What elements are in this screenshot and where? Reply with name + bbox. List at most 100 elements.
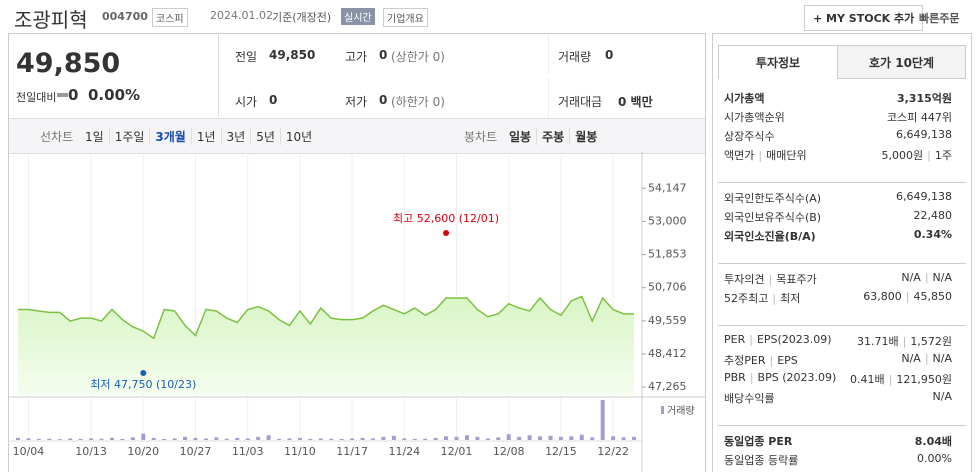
info-value: N/A | N/A — [901, 271, 952, 284]
change: 0 — [68, 86, 79, 104]
volume-bar — [141, 433, 146, 440]
info-label: 배당수익률 — [724, 390, 775, 406]
volume-bar — [78, 438, 83, 440]
volume-bar — [485, 438, 490, 440]
chart: 10/04 10/13 10/20 10/27 11/03 11/10 11/17 11/24… — [8, 152, 706, 472]
x-tick-label: 10/13 — [75, 445, 107, 458]
info-value: 0.00% — [917, 452, 952, 465]
volume-bar — [16, 437, 20, 440]
volume-bar — [350, 438, 355, 440]
candle-tab[interactable]: 일봉 — [509, 130, 532, 144]
volume-bar — [297, 437, 302, 440]
candle-tab[interactable]: 월봉 — [569, 128, 602, 145]
volume-bar — [120, 438, 125, 440]
volume-bar — [527, 435, 532, 440]
label-part: 투자의견 — [724, 273, 765, 286]
volume-bar — [172, 438, 177, 440]
y-tick-label: 53,000 — [648, 214, 687, 227]
annotation-point — [140, 370, 147, 377]
value-part: 63,800 — [863, 290, 902, 303]
value-part: 5,000원 — [881, 149, 924, 162]
realtime-badge[interactable]: 실시간 — [341, 8, 375, 25]
period-tab[interactable]: 3개월 — [149, 128, 190, 145]
label-part: 배당수익률 — [724, 392, 775, 405]
info-label: 추정PER | EPS — [724, 352, 798, 368]
info-row: 시가총액 3,315억원 — [724, 90, 952, 109]
quick-order[interactable]: 빠른주문 — [919, 12, 960, 25]
change-label: 전일대비 — [16, 91, 57, 104]
volume-bar — [402, 438, 407, 440]
cell-value: 49,850 — [269, 48, 316, 62]
separator: | — [758, 149, 763, 162]
annotation-point — [443, 229, 450, 236]
separator: | — [749, 371, 754, 384]
value-part: 22,480 — [913, 209, 953, 222]
volume-bar — [266, 435, 271, 440]
candle-tabs: 일봉 주봉 월봉 — [504, 128, 602, 145]
volume-bar — [277, 438, 282, 440]
value-part: 코스피 447위 — [887, 111, 952, 124]
period-tab[interactable]: 5년 — [250, 128, 280, 145]
y-tick-label: 54,147 — [648, 181, 687, 194]
volume-bar — [611, 436, 616, 440]
info-value: 0.34% — [914, 228, 952, 241]
info-row: 배당수익률 N/A — [724, 390, 952, 409]
volume-bar — [151, 437, 156, 440]
value-part: N/A — [932, 271, 952, 284]
period-tab[interactable]: 10년 — [279, 128, 317, 145]
period-tab[interactable]: 1일 — [85, 130, 104, 144]
x-tick-label: 10/20 — [127, 445, 159, 458]
info-label: 상장주식수 — [724, 128, 775, 144]
overview-button[interactable]: 기업개요 — [383, 8, 428, 27]
value-part: N/A — [932, 390, 952, 403]
label-part: 외국인소진율(B/A) — [724, 230, 816, 243]
value-part: 6,649,138 — [896, 190, 952, 203]
volume-bar — [329, 438, 334, 440]
side-tab[interactable]: 호가 10단계 — [838, 45, 966, 79]
volume-bar — [287, 438, 292, 440]
value-part: 1주 — [934, 149, 952, 162]
info-row: PER | EPS(2023.09) 31.71배 | 1,572원 — [724, 333, 952, 352]
period-tab[interactable]: 1주일 — [108, 128, 150, 145]
y-tick-label: 49,559 — [648, 314, 687, 327]
side-tab[interactable]: 투자정보 — [718, 45, 838, 79]
info-label: 투자의견 | 목표주가 — [724, 271, 817, 287]
separator: | — [927, 149, 931, 162]
info-label: 외국인보유주식수(B) — [724, 209, 821, 225]
label-part: EPS(2023.09) — [756, 333, 832, 346]
info-label: 동일업종 PER — [724, 433, 792, 449]
period-bar — [9, 118, 705, 154]
volume-bar — [548, 435, 553, 440]
label-part: 추정PER — [724, 354, 766, 367]
label-part: 상장주식수 — [724, 130, 775, 143]
separator: | — [888, 373, 893, 386]
x-tick-label: 11/03 — [232, 445, 264, 458]
volume-bar — [569, 436, 574, 440]
period-tab[interactable]: 3년 — [220, 128, 251, 145]
side-panel — [712, 33, 972, 472]
label-part: 외국인보유주식수(B) — [724, 211, 822, 224]
candle-tab[interactable]: 주봉 — [536, 128, 569, 145]
info-row: 액면가 | 매매단위 5,000원 | 1주 — [724, 147, 952, 166]
separator: | — [905, 290, 910, 303]
value-part: 6,649,138 — [896, 128, 952, 141]
flat-icon — [57, 93, 68, 97]
volume-bar — [183, 436, 188, 440]
label-part: PER — [724, 333, 746, 346]
separator: | — [772, 292, 777, 305]
info-row: PBR | BPS (2023.09) 0.41배 | 121,950원 — [724, 371, 952, 390]
label-part: 시가총액 — [724, 92, 765, 105]
volume-bar — [590, 437, 595, 440]
value-part: 0.34% — [913, 228, 952, 241]
info-value: 31.71배 | 1,572원 — [857, 333, 952, 349]
info-value: 0.41배 | 121,950원 — [850, 371, 952, 387]
my-stock-button[interactable]: + MY STOCK 추가 — [804, 5, 924, 31]
info-row: 투자의견 | 목표주가 N/A | N/A — [724, 271, 952, 290]
x-tick-label: 10/27 — [180, 445, 212, 458]
volume-bar — [412, 438, 417, 440]
info-value: 6,649,138 — [896, 190, 952, 203]
cell-value: 0 백만 — [618, 95, 653, 109]
info-row: 동일업종 등락률 0.00% — [724, 452, 952, 471]
period-tab[interactable]: 1년 — [190, 128, 221, 145]
volume-bar — [224, 438, 229, 440]
